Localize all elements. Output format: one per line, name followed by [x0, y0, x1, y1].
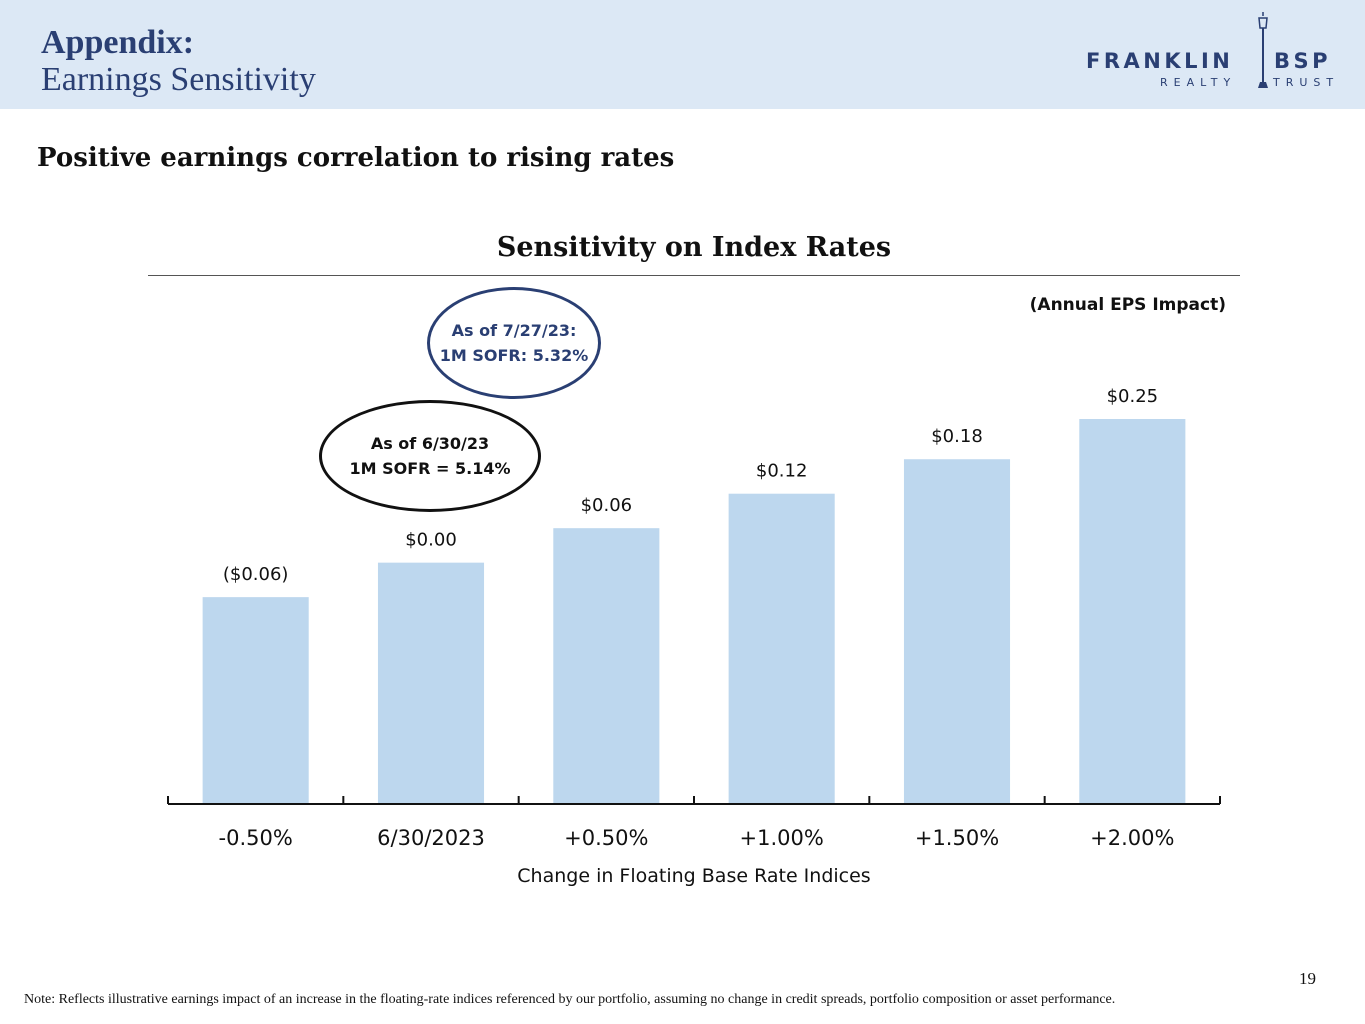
data-label-0: ($0.06) [223, 564, 289, 585]
slide-headline: Positive earnings correlation to rising … [37, 143, 675, 173]
callout-sofr-current: As of 7/27/23: 1M SOFR: 5.32% [427, 287, 601, 399]
x-tick-label-2: +0.50% [564, 826, 648, 850]
callout-current-rate: 1M SOFR: 5.32% [439, 346, 589, 365]
callout-quarter-end-date: As of 6/30/23 [370, 434, 490, 453]
x-tick-label-4: +1.50% [915, 826, 999, 850]
data-label-3: $0.12 [756, 461, 808, 482]
bar-5 [1079, 419, 1186, 804]
data-label-1: $0.00 [405, 530, 457, 551]
chart-subtitle: (Annual EPS Impact) [1029, 295, 1226, 315]
x-tick-label-1: 6/30/2023 [377, 826, 485, 850]
x-tick-label-5: +2.00% [1090, 826, 1174, 850]
data-label-4: $0.18 [931, 426, 983, 447]
x-axis-label: Change in Floating Base Rate Indices [517, 865, 870, 887]
logo-tag-trust: TRUST [1273, 76, 1340, 89]
page-subtitle: Earnings Sensitivity [41, 61, 316, 98]
callout-quarter-end-rate: 1M SOFR = 5.14% [349, 459, 511, 478]
x-tick-label-3: +1.00% [740, 826, 824, 850]
data-label-5: $0.25 [1107, 386, 1159, 407]
bar-0 [202, 597, 309, 804]
bar-4 [903, 459, 1011, 804]
chart-title: Sensitivity on Index Rates [496, 232, 892, 263]
header-band [0, 0, 1365, 109]
footnote: Note: Reflects illustrative earnings imp… [24, 992, 1116, 1007]
bar-2 [553, 528, 660, 804]
page-title: Appendix: [41, 24, 195, 61]
chart-title-rule [148, 275, 1240, 276]
bar-1 [377, 562, 485, 804]
page-number: 19 [1299, 969, 1316, 988]
bar-3 [728, 493, 835, 804]
callout-sofr-quarter-end: As of 6/30/23 1M SOFR = 5.14% [319, 400, 541, 512]
callout-current-date: As of 7/27/23: [451, 321, 577, 340]
logo-word-franklin: FRANKLIN [1086, 49, 1234, 73]
lamppost-icon [1258, 12, 1268, 88]
company-logo: FRANKLIN BSP REALTY TRUST [1080, 8, 1352, 100]
data-label-2: $0.06 [581, 495, 633, 516]
logo-tag-realty: REALTY [1160, 76, 1237, 89]
x-tick-label-0: -0.50% [219, 826, 293, 850]
logo-word-bsp: BSP [1274, 49, 1332, 73]
